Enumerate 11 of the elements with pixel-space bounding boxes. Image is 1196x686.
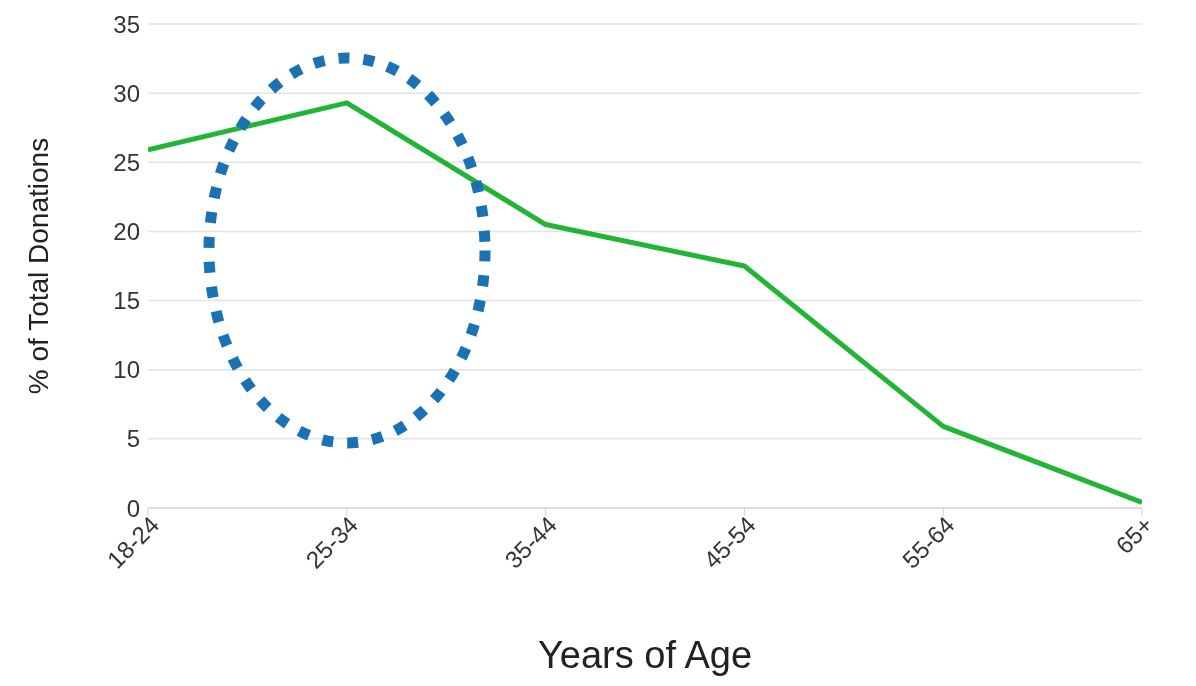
y-tick-label: 20 [113,217,140,245]
y-tick-label: 5 [126,425,140,453]
x-tick-label: 65+ [1110,511,1159,559]
y-tick-label: 10 [113,356,140,384]
y-tick-label: 0 [126,494,140,522]
y-axis-title: % of Total Donations [22,137,54,395]
y-tick-label: 35 [113,10,140,38]
x-axis-title: Years of Age [537,634,753,676]
y-tick-label: 25 [113,148,140,176]
y-tick-label: 30 [113,79,140,107]
y-tick-label: 15 [113,287,140,315]
